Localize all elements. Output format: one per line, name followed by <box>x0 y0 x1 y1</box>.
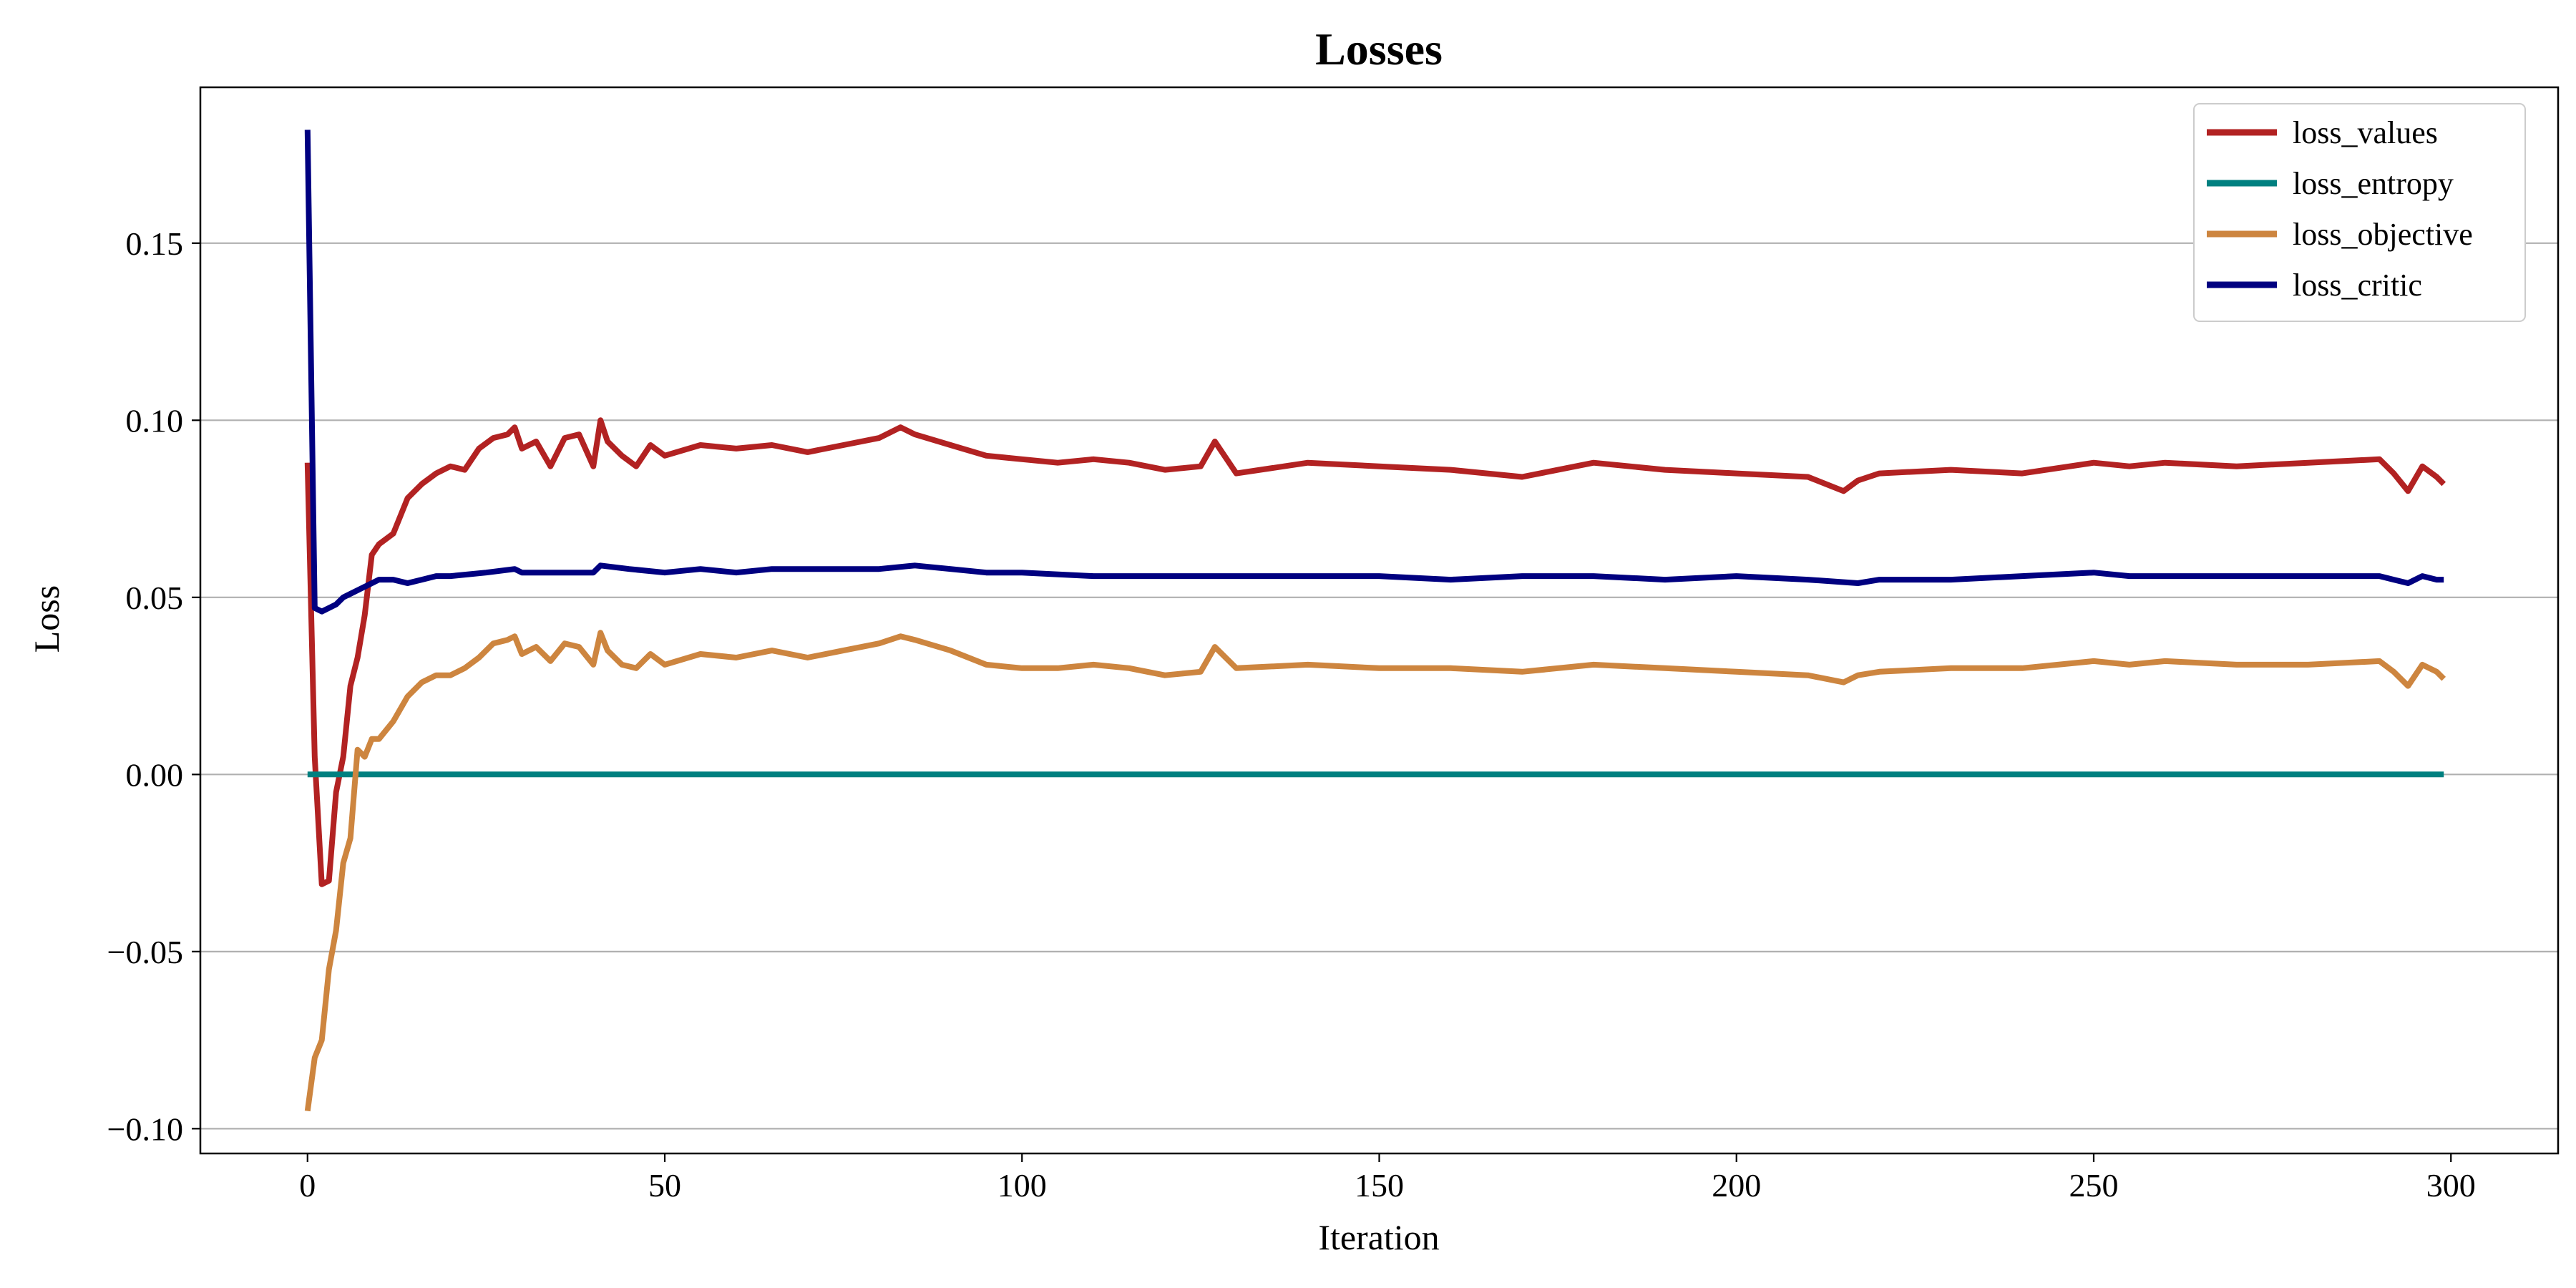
legend: loss_values loss_entropy loss_objectivelos… <box>2193 103 2526 322</box>
x-axis-label: Iteration <box>1318 1217 1439 1257</box>
series-layer <box>304 130 2446 1112</box>
y-axis-ticks: −0.10 −0.05 0.00 0.05 0.10 0.15 <box>107 225 200 1147</box>
x-tick-label: 300 <box>2426 1167 2476 1204</box>
chart-title: Losses <box>1315 24 1443 74</box>
x-tick-label: 150 <box>1355 1167 1404 1204</box>
legend-label: loss_objective <box>2293 217 2473 252</box>
x-tick-label: 0 <box>299 1167 316 1204</box>
series-line-loss-critic <box>304 130 2444 615</box>
x-axis-ticks: 0 50 100 150 200 250 300 <box>299 1153 2476 1204</box>
series-line-loss-objective <box>304 630 2446 1112</box>
y-tick-label: 0.05 <box>126 580 184 616</box>
y-tick-label: −0.10 <box>107 1111 183 1147</box>
x-tick-label: 200 <box>1712 1167 1761 1204</box>
y-tick-label: 0.15 <box>126 225 184 262</box>
y-tick-label: 0.10 <box>126 402 184 439</box>
legend-label: loss_critic <box>2293 268 2422 303</box>
legend-label: loss_values <box>2293 115 2438 150</box>
series-line-loss-values <box>304 417 2446 887</box>
x-tick-label: 50 <box>648 1167 681 1204</box>
y-tick-label: 0.00 <box>126 756 184 793</box>
y-tick-label: −0.05 <box>107 934 183 970</box>
y-axis-label: Loss <box>26 585 67 653</box>
x-tick-label: 250 <box>2069 1167 2118 1204</box>
legend-label: loss_entropy <box>2293 166 2454 201</box>
x-tick-label: 100 <box>997 1167 1047 1204</box>
legend-box <box>2193 103 2526 322</box>
